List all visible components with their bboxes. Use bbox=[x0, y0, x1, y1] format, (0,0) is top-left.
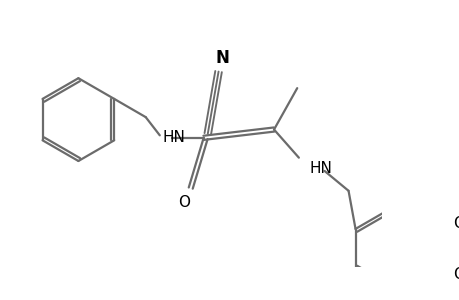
Text: HN: HN bbox=[309, 161, 332, 176]
Text: O: O bbox=[178, 195, 190, 210]
Text: O: O bbox=[452, 216, 459, 231]
Text: O: O bbox=[452, 267, 459, 282]
Text: HN: HN bbox=[162, 130, 185, 145]
Text: N: N bbox=[215, 49, 229, 67]
